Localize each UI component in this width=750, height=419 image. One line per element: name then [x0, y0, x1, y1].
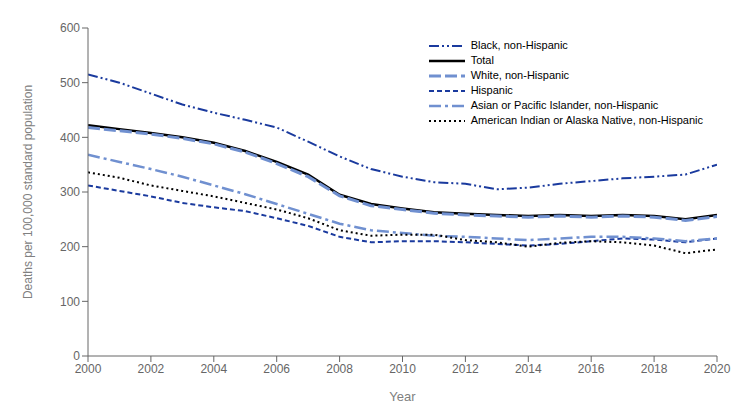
html-text:Total: Total: [470, 54, 494, 66]
svg-text:2020: 2020: [704, 362, 731, 376]
svg-text:400: 400: [60, 131, 80, 145]
svg-text:2018: 2018: [641, 362, 668, 376]
svg-text:2014: 2014: [515, 362, 542, 376]
svg-text:2002: 2002: [138, 362, 165, 376]
svg-text:300: 300: [60, 185, 80, 199]
html-text:White, non-Hispanic: White, non-Hispanic: [470, 69, 570, 81]
svg-text:500: 500: [60, 76, 80, 90]
svg-text:600: 600: [60, 21, 80, 35]
svg-text:Deaths per 100,000 standard po: Deaths per 100,000 standard population: [21, 85, 35, 299]
svg-text:200: 200: [60, 240, 80, 254]
svg-text:0: 0: [73, 349, 80, 363]
html-text:Hispanic: Hispanic: [470, 84, 513, 96]
svg-text:2012: 2012: [452, 362, 479, 376]
html-text:American Indian or Alaska Nati: American Indian or Alaska Native, non-Hi…: [470, 114, 703, 126]
svg-text:100: 100: [60, 295, 80, 309]
svg-text:2004: 2004: [200, 362, 227, 376]
svg-text:2008: 2008: [326, 362, 353, 376]
svg-text:2010: 2010: [389, 362, 416, 376]
html-text:Black, non-Hispanic: Black, non-Hispanic: [470, 39, 568, 51]
svg-text:2006: 2006: [263, 362, 290, 376]
svg-text:Year: Year: [389, 389, 416, 404]
html-text:Asian or Pacific Islander, non: Asian or Pacific Islander, non-Hispanic: [470, 99, 659, 111]
svg-text:2000: 2000: [75, 362, 102, 376]
svg-text:2016: 2016: [578, 362, 605, 376]
